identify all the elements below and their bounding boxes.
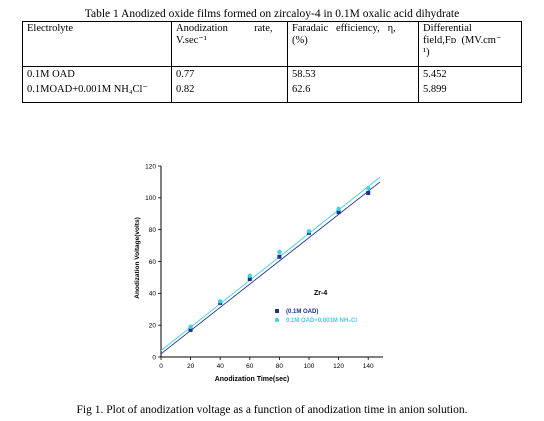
table-header-row: Electrolyte Anodization rate, V.sec⁻¹ Fa… bbox=[22, 21, 522, 67]
legend-label-oad: (0.1M OAD) bbox=[286, 309, 318, 315]
x-tick-label: 40 bbox=[217, 363, 225, 370]
data-point bbox=[306, 229, 312, 234]
header-field-line2: field,Fᴅ (MV.cm⁻ bbox=[423, 35, 502, 46]
header-efficiency: Faradaic efficiency, η, (%) bbox=[287, 21, 419, 67]
y-axis-label: Anodization Voltage(volts) bbox=[134, 217, 141, 299]
header-rate: Anodization rate, V.sec⁻¹ bbox=[171, 21, 288, 67]
data-point bbox=[247, 277, 252, 282]
data-point bbox=[366, 191, 371, 196]
voltage-time-chart: 0 20 40 60 80 100 120 140 0 20 40 60 80 100 120 Zr-4 A… bbox=[134, 163, 383, 383]
x-tick-label: 140 bbox=[363, 363, 374, 370]
x-tick-label: 80 bbox=[276, 363, 284, 370]
row1-rate: 0.77 bbox=[176, 69, 195, 80]
data-point bbox=[336, 206, 341, 212]
data-point bbox=[336, 210, 341, 215]
data-point bbox=[218, 299, 223, 304]
data-point bbox=[188, 327, 193, 332]
header-electrolyte: Electrolyte bbox=[22, 21, 172, 67]
figure-caption: Fig 1. Plot of anodization voltage as a … bbox=[76, 404, 468, 416]
cell-rate: 0.77 0.82 bbox=[171, 66, 288, 103]
data-point bbox=[247, 273, 252, 279]
table-body-row: 0.1M OAD 0.1MOAD+0.001M NH₄Cl⁻ 0.77 0.82… bbox=[22, 66, 522, 103]
legend-marker-oad bbox=[275, 309, 279, 313]
y-tick-label: 100 bbox=[145, 195, 156, 202]
x-axis-label: Anodization Time(sec) bbox=[215, 376, 290, 383]
x-tick-label: 60 bbox=[246, 363, 254, 370]
row1-field: 5.452 bbox=[423, 69, 447, 80]
y-tick-label: 80 bbox=[149, 227, 157, 234]
fit-lines bbox=[160, 176, 381, 355]
cell-field: 5.452 5.899 bbox=[418, 66, 522, 103]
header-field: Differential field,Fᴅ (MV.cm⁻ ¹) bbox=[418, 21, 522, 67]
y-tick-label: 0 bbox=[152, 354, 156, 361]
fit-line bbox=[160, 176, 381, 351]
data-points bbox=[188, 186, 371, 332]
data-point bbox=[188, 324, 193, 329]
row1-efficiency: 58.53 bbox=[292, 69, 316, 80]
x-tick-label: 100 bbox=[304, 363, 315, 370]
row2-rate: 0.82 bbox=[176, 84, 195, 95]
x-tick-label: 120 bbox=[333, 363, 344, 370]
x-tick-label: 20 bbox=[187, 363, 195, 370]
cell-efficiency: 58.53 62.6 bbox=[287, 66, 419, 103]
data-point bbox=[277, 254, 282, 259]
row1-electrolyte: 0.1M OAD bbox=[27, 69, 75, 80]
header-rate-line2: V.sec⁻¹ bbox=[176, 35, 207, 46]
x-tick-label: 0 bbox=[159, 363, 163, 370]
chart-legend: (0.1M OAD) 0.1M OAD+0.001M NH₄Cl bbox=[274, 309, 357, 324]
legend-label-nh4cl: 0.1M OAD+0.001M NH₄Cl bbox=[286, 318, 357, 324]
header-field-line3: ¹) bbox=[423, 47, 430, 58]
row2-efficiency: 62.6 bbox=[292, 84, 311, 95]
table-caption: Table 1 Anodized oxide films formed on z… bbox=[84, 8, 460, 20]
header-rate-line1: Anodization rate, bbox=[176, 23, 273, 34]
data-point bbox=[277, 249, 282, 255]
y-tick-label: 60 bbox=[149, 259, 157, 266]
row2-field: 5.899 bbox=[423, 84, 447, 95]
header-electrolyte-label: Electrolyte bbox=[27, 23, 74, 34]
y-tick-label: 120 bbox=[145, 163, 156, 170]
chart-annotation: Zr-4 bbox=[314, 290, 327, 297]
y-tick-label: 20 bbox=[149, 322, 157, 329]
y-tick-label: 40 bbox=[149, 291, 157, 298]
fit-line bbox=[160, 181, 381, 355]
data-table: Electrolyte Anodization rate, V.sec⁻¹ Fa… bbox=[22, 21, 522, 103]
header-efficiency-line1: Faradaic efficiency, η, bbox=[292, 23, 396, 34]
header-efficiency-line2: (%) bbox=[292, 35, 308, 46]
chart-axes: 0 20 40 60 80 100 120 140 0 20 40 60 80 100 120 bbox=[145, 163, 383, 370]
legend-marker-nh4cl bbox=[274, 317, 280, 323]
header-field-line1: Differential bbox=[423, 23, 472, 34]
data-point bbox=[366, 186, 371, 191]
row2-electrolyte: 0.1MOAD+0.001M NH₄Cl⁻ bbox=[27, 84, 149, 95]
cell-electrolyte: 0.1M OAD 0.1MOAD+0.001M NH₄Cl⁻ bbox=[22, 66, 172, 103]
